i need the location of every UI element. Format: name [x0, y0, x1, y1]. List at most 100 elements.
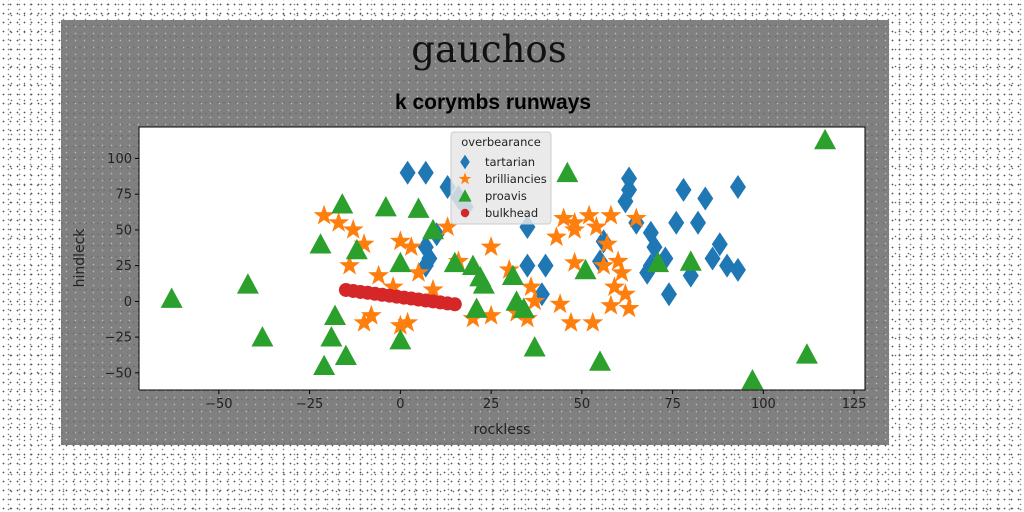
x-axis: −50 −25 0 25 50 75 100 125 — [205, 390, 867, 412]
tartarian-point — [519, 253, 536, 278]
legend-box — [450, 131, 552, 225]
x-tick-label: 25 — [483, 397, 500, 412]
tartarian-point — [399, 160, 416, 185]
y-tick-label: 50 — [115, 223, 132, 238]
x-axis-label: rockless — [474, 422, 531, 438]
brilliancies-point — [564, 251, 586, 272]
tartarian-point — [617, 189, 634, 214]
proavis-point — [795, 343, 818, 364]
tartarian-point — [711, 232, 728, 257]
brilliancies-point — [353, 311, 375, 332]
y-axis-label: hindleck — [72, 228, 88, 288]
proavis-point — [324, 304, 347, 326]
legend-label: tartarian — [485, 155, 535, 169]
brilliancies-point — [368, 264, 389, 285]
proavis-point — [556, 161, 579, 183]
brilliancies-point — [553, 207, 575, 228]
brilliancies-point — [480, 236, 502, 256]
scatter-chart: gauchos k corymbs runways −50 −25 0 25 50 75 1… — [72, 28, 867, 438]
x-tick-label: 100 — [751, 397, 776, 412]
proavis-point — [407, 197, 430, 218]
y-tick-label: −50 — [105, 366, 132, 381]
brilliancies-point — [615, 283, 636, 304]
brilliancies-point — [520, 276, 542, 296]
brilliancies-point — [585, 216, 607, 236]
legend-label: bulkhead — [485, 206, 538, 220]
tartarian-point — [704, 246, 721, 271]
proavis-point — [814, 128, 837, 150]
legend-label: brilliancies — [485, 172, 547, 186]
brilliancies-point — [353, 233, 375, 254]
tartarian-point — [668, 210, 685, 235]
proavis-point — [389, 251, 412, 273]
tartarian-point — [417, 160, 434, 185]
brilliancies-point — [422, 278, 444, 299]
proavis-point — [309, 233, 332, 254]
x-tick-label: 125 — [842, 397, 867, 412]
legend-marker-brilliancies — [458, 172, 472, 185]
brilliancies-point — [339, 254, 360, 275]
proavis-point — [160, 287, 183, 308]
brilliancies-point — [600, 204, 622, 225]
proavis-point — [374, 196, 397, 217]
proavis-point — [472, 273, 495, 294]
y-tick-label: 100 — [107, 152, 132, 167]
chart-title: k corymbs runways — [395, 91, 591, 114]
brilliancies-point — [549, 293, 571, 314]
chart-suptitle: gauchos — [411, 28, 566, 71]
brilliancies-point — [582, 311, 604, 332]
proavis-point — [236, 273, 259, 294]
proavis-point — [389, 328, 412, 350]
tartarian-point — [621, 166, 638, 191]
proavis-point — [501, 264, 524, 286]
proavis-point — [422, 218, 445, 240]
brilliancies-point — [480, 304, 502, 325]
brilliancies-point — [546, 226, 567, 246]
x-tick-label: 0 — [396, 397, 404, 412]
tartarian-point — [592, 249, 609, 274]
y-tick-label: 75 — [115, 188, 132, 203]
brilliancies-point — [437, 216, 458, 236]
proavis-point — [331, 193, 354, 214]
x-tick-label: −25 — [296, 397, 323, 412]
figure-canvas: gauchos k corymbs runways −50 −25 0 25 50 75 1… — [61, 20, 889, 445]
brilliancies-point — [600, 294, 622, 315]
brilliancies-point — [607, 250, 629, 271]
brilliancies-point — [618, 297, 640, 318]
brilliancies-point — [593, 254, 615, 275]
brilliancies-point — [498, 258, 520, 279]
brilliancies-point — [360, 304, 382, 325]
tartarian-point — [697, 186, 714, 211]
proavis-point — [313, 354, 336, 376]
legend-item-tartarian: tartarian — [460, 154, 535, 170]
brilliancies-point — [596, 233, 618, 254]
series-proavis — [160, 128, 837, 390]
y-tick-label: 0 — [124, 295, 132, 310]
proavis-point — [574, 258, 597, 280]
tartarian-point — [729, 257, 746, 282]
proavis-point — [334, 344, 357, 366]
brilliancies-point — [313, 204, 335, 225]
legend-item-bulkhead: bulkhead — [460, 206, 538, 220]
proavis-point — [679, 250, 702, 271]
y-tick-label: 25 — [115, 259, 132, 274]
brilliancies-point — [389, 230, 411, 251]
bulkhead-point — [447, 297, 462, 312]
brilliancies-point — [578, 204, 600, 225]
brilliancies-point — [342, 218, 364, 239]
proavis-point — [523, 336, 546, 357]
proavis-point — [345, 238, 368, 260]
proavis-point — [465, 297, 488, 318]
legend-title: overbearance — [461, 135, 541, 149]
tartarian-point — [729, 175, 746, 200]
tartarian-point — [660, 282, 677, 307]
tartarian-point — [690, 210, 707, 235]
proavis-point — [320, 326, 343, 347]
proavis-point — [647, 251, 670, 273]
brilliancies-point — [328, 211, 350, 232]
series-bulkhead — [338, 282, 462, 312]
legend-marker-proavis — [458, 189, 472, 202]
proavis-point — [251, 326, 274, 347]
proavis-point — [741, 368, 764, 390]
brilliancies-point — [408, 261, 429, 282]
